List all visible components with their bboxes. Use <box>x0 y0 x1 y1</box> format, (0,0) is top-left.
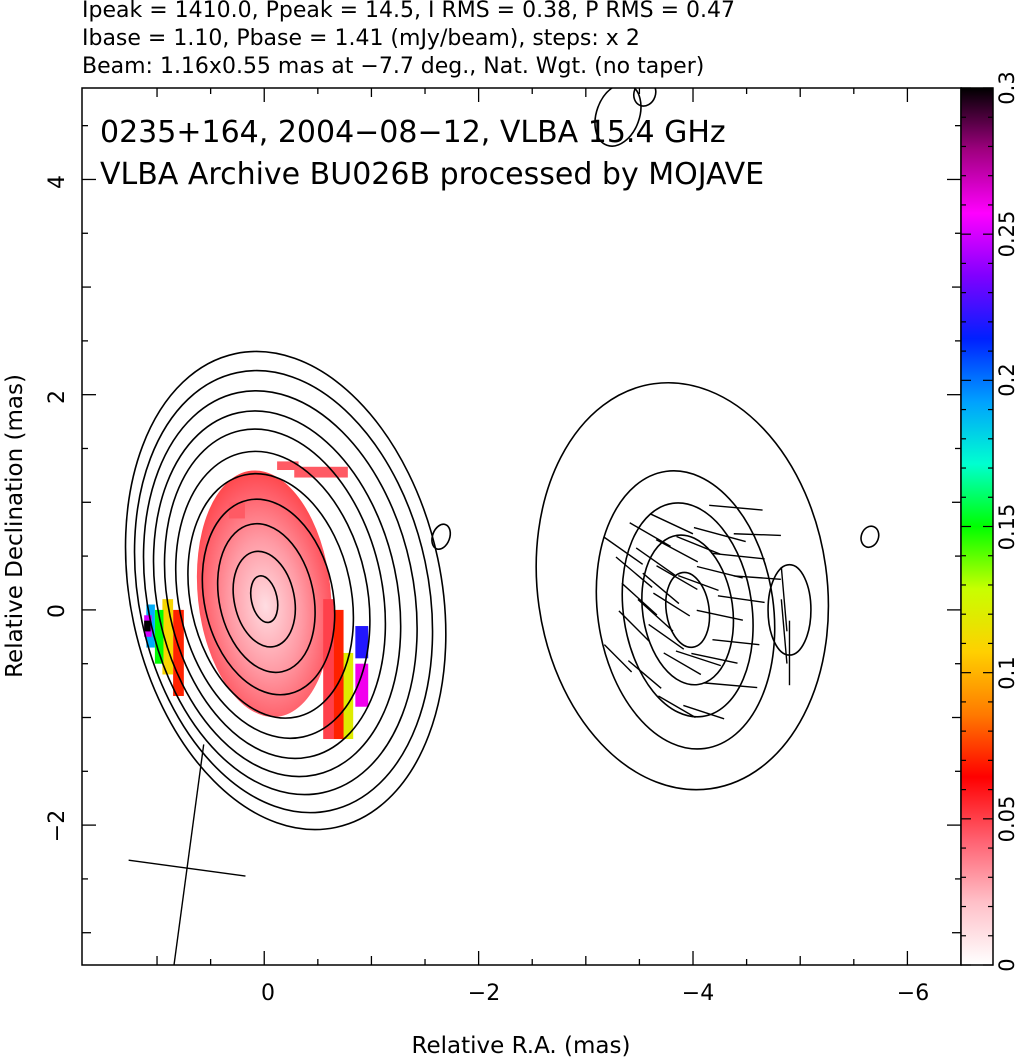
y-tick-label-2: 2 <box>45 390 70 404</box>
evpa-vector-1 <box>615 556 653 588</box>
evpa-vector-33 <box>780 599 788 664</box>
plot-title-line-1: 0235+164, 2004−08−12, VLBA 15.4 GHz <box>100 115 726 150</box>
evpa-vector-8 <box>649 513 694 535</box>
axis-ticks <box>82 88 961 965</box>
x-tick-label-1: −2 <box>468 981 500 1006</box>
contour-left-2 <box>142 389 418 796</box>
cb-tick-label-2: 0.1 <box>995 656 1019 689</box>
evpa-vector-10 <box>656 565 698 591</box>
y-tick-label-1: 0 <box>45 604 70 618</box>
evpa-vector-13 <box>663 652 702 676</box>
x-tick-label-2: −4 <box>682 981 714 1006</box>
fractional-polarization-layer <box>144 461 369 740</box>
contour-left-7 <box>201 498 336 696</box>
evpa-vector-3 <box>618 610 650 642</box>
fpol-pixel-4 <box>323 599 334 740</box>
beam-minor-axis <box>128 859 246 877</box>
header-line-1: Ipeak = 1410.0, Ppeak = 14.5, I RMS = 0.… <box>82 0 735 23</box>
x-axis-label: Relative R.A. (mas) <box>412 1033 631 1059</box>
evpa-vector-31 <box>603 644 633 673</box>
evpa-vector-32 <box>780 566 788 632</box>
evpa-vector-11 <box>653 592 691 617</box>
contour-small-1 <box>860 525 880 549</box>
contour-small-2 <box>594 88 642 147</box>
cb-tick-label-5: 0.25 <box>995 211 1019 258</box>
contour-left-9 <box>232 550 297 648</box>
fpol-pixel-6 <box>162 599 174 675</box>
contour-left-4 <box>163 428 387 760</box>
evpa-vector-29 <box>683 704 725 720</box>
fpol-pixel-3 <box>332 609 344 740</box>
evpa-vector-19 <box>696 609 744 621</box>
fpol-core-edge-0 <box>277 461 299 471</box>
contour-left-0 <box>124 350 447 831</box>
y-tick-label-0: −2 <box>45 810 70 842</box>
evpa-vector-16 <box>675 650 722 667</box>
evpa-vector-23 <box>717 595 765 604</box>
contour-left-1 <box>133 369 434 814</box>
evpa-vector-30 <box>627 660 662 689</box>
contour-left-8 <box>216 522 316 674</box>
contour-left-10 <box>249 575 279 624</box>
header-line-3: Beam: 1.16x0.55 mas at −7.7 deg., Nat. W… <box>82 54 704 79</box>
contour-layer <box>124 88 880 831</box>
fpol-pixel-1 <box>355 663 369 707</box>
y-tick-label-3: 4 <box>45 175 70 189</box>
contour-right-3 <box>641 534 735 686</box>
evpa-vector-7 <box>637 598 674 632</box>
evpa-vector-5 <box>635 547 676 576</box>
contour-left-3 <box>152 410 402 778</box>
evpa-vector-4 <box>629 522 671 548</box>
contour-right-4 <box>664 571 711 649</box>
evpa-vector-17 <box>693 526 746 543</box>
contour-right-0 <box>535 381 830 791</box>
evpa-vector-14 <box>676 535 721 555</box>
fpol-pixel-7 <box>154 609 164 664</box>
cb-tick-label-6: 0.3 <box>995 71 1019 104</box>
colorbar-ticks <box>961 87 993 966</box>
cb-tick-label-3: 0.15 <box>995 504 1019 551</box>
evpa-vector-24 <box>712 639 760 646</box>
contour-small-0 <box>431 523 452 551</box>
x-tick-label-0: 0 <box>261 981 275 1006</box>
contour-right-2 <box>621 502 754 718</box>
contour-left-5 <box>174 450 371 740</box>
x-tick-label-3: −6 <box>897 981 929 1006</box>
cb-tick-label-1: 0.05 <box>995 796 1019 843</box>
contour-right-1 <box>595 470 776 750</box>
fpol-pixel-2 <box>342 652 354 740</box>
evpa-vector-9 <box>655 538 699 563</box>
plot-content <box>124 88 880 965</box>
y-axis-label: Relative Declination (mas) <box>2 374 28 678</box>
evpa-vector-6 <box>642 572 680 605</box>
beam-marker <box>128 744 246 965</box>
cb-tick-label-0: 0 <box>995 958 1019 971</box>
contour-left-6 <box>187 472 355 719</box>
evpa-vector-0 <box>603 536 644 565</box>
fpol-pixel-0 <box>355 626 369 659</box>
fpol-pixel-10 <box>144 620 151 632</box>
evpa-vector-27 <box>733 575 781 580</box>
cb-tick-label-4: 0.2 <box>995 363 1019 396</box>
fpol-core-edge-1 <box>294 466 348 478</box>
evpa-vector-20 <box>691 652 738 664</box>
evpa-vector-25 <box>703 682 758 689</box>
plot-title-line-2: VLBA Archive BU026B processed by MOJAVE <box>100 157 764 192</box>
evpa-vector-22 <box>711 552 765 560</box>
fpol-core-region <box>196 470 332 718</box>
evpa-vector-21 <box>709 504 763 511</box>
header-line-2: Ibase = 1.10, Pbase = 1.41 (mJy/beam), s… <box>82 26 640 51</box>
evpa-vector-28 <box>658 695 696 719</box>
evpa-vector-2 <box>621 582 658 616</box>
evpa-vector-layer <box>603 504 791 720</box>
evpa-vector-12 <box>648 623 685 650</box>
evpa-vector-26 <box>733 533 781 537</box>
contour-small-3 <box>632 88 657 107</box>
fpol-pixel-5 <box>173 609 184 696</box>
evpa-vector-15 <box>677 574 719 592</box>
